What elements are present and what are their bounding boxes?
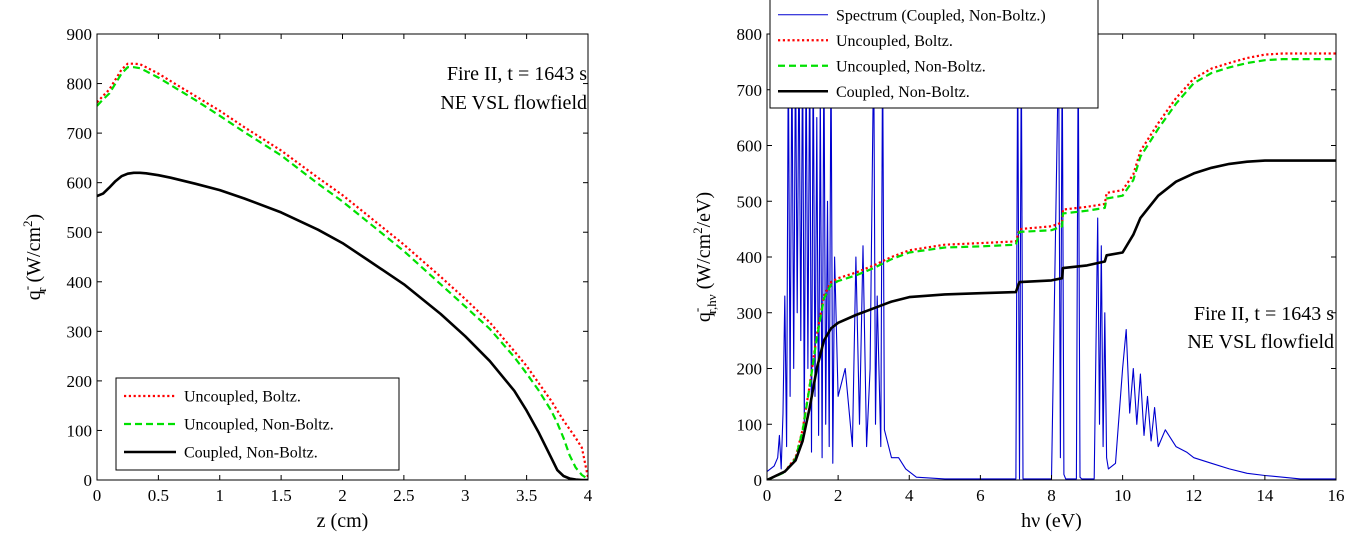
y-tick-label: 400 bbox=[737, 248, 763, 267]
y-tick-label: 500 bbox=[737, 192, 763, 211]
legend: Spectrum (Coupled, Non-Boltz.) Uncoupled,… bbox=[769, 0, 1099, 109]
series-line-coupled-non-boltz bbox=[97, 171, 588, 480]
y-tick-label: 100 bbox=[737, 415, 763, 434]
legend-label: Uncoupled, Non-Boltz. bbox=[184, 417, 334, 434]
series-line-uncoupled-boltz bbox=[767, 52, 1336, 480]
series-line-uncoupled-non-boltz bbox=[97, 66, 588, 480]
x-tick-label: 10 bbox=[1114, 486, 1131, 505]
y-tick-label: 600 bbox=[737, 137, 763, 156]
y-tick-label: 800 bbox=[67, 75, 93, 94]
y-tick-label: 100 bbox=[67, 421, 93, 440]
x-tick-label: 2 bbox=[834, 486, 843, 505]
right-chart: 0 2 4 6 8 10 12 14 16 0 100 200 300 400 500 600 700 800 hν… bbox=[689, 0, 1345, 532]
x-tick-label: 3.5 bbox=[516, 486, 537, 505]
legend-label: Coupled, Non-Boltz. bbox=[836, 84, 970, 101]
y-tick-label: 0 bbox=[84, 471, 93, 490]
series-line-spectrum-coupled-non-boltz bbox=[767, 44, 1336, 480]
legend-label: Uncoupled, Non-Boltz. bbox=[836, 58, 986, 75]
legend-label: Coupled, Non-Boltz. bbox=[184, 445, 318, 462]
legend-label: Uncoupled, Boltz. bbox=[184, 389, 301, 406]
annotation-line: NE VSL flowfield bbox=[1187, 331, 1334, 353]
annotation-line: NE VSL flowfield bbox=[440, 92, 587, 114]
y-axis-label: q-r,hν (W/cm2/eV) bbox=[689, 192, 719, 322]
x-tick-label: 8 bbox=[1047, 486, 1056, 505]
legend-label: Uncoupled, Boltz. bbox=[836, 33, 953, 50]
legend-label: Spectrum (Coupled, Non-Boltz.) bbox=[836, 7, 1046, 24]
y-tick-label: 700 bbox=[67, 124, 93, 143]
legend: Uncoupled, Boltz. Uncoupled, Non-Boltz. Co… bbox=[115, 377, 400, 471]
x-tick-label: 6 bbox=[976, 486, 985, 505]
left-chart: 0 0.5 1 1.5 2 2.5 3 3.5 4 0 100 200 300 400 500 600 700 8… bbox=[19, 25, 593, 532]
x-tick-label: 2.5 bbox=[393, 486, 414, 505]
y-axis-label: q-r (W/cm2) bbox=[19, 214, 49, 300]
x-tick-label: 1 bbox=[216, 486, 225, 505]
series-line-uncoupled-non-boltz bbox=[767, 57, 1336, 480]
x-tick-label: 16 bbox=[1328, 486, 1345, 505]
y-tick-label: 900 bbox=[67, 25, 93, 44]
annotation-line: Fire II, t = 1643 s bbox=[447, 63, 587, 85]
plot-area bbox=[97, 62, 588, 480]
x-tick-label: 0 bbox=[763, 486, 772, 505]
x-tick-label: 4 bbox=[905, 486, 914, 505]
x-tick-label: 4 bbox=[584, 486, 593, 505]
x-tick-label: 2 bbox=[338, 486, 347, 505]
x-axis-label: hν (eV) bbox=[1021, 510, 1082, 532]
series-line-uncoupled-boltz bbox=[97, 62, 588, 478]
y-tick-label: 400 bbox=[67, 273, 93, 292]
y-tick-label: 800 bbox=[737, 25, 763, 44]
y-tick-label: 0 bbox=[754, 471, 763, 490]
series-line-coupled-non-boltz bbox=[767, 159, 1336, 480]
x-tick-label: 12 bbox=[1185, 486, 1202, 505]
plot-area bbox=[767, 44, 1336, 480]
x-tick-label: 1.5 bbox=[271, 486, 292, 505]
x-tick-label: 3 bbox=[461, 486, 470, 505]
y-tick-label: 200 bbox=[67, 372, 93, 391]
x-tick-label: 0 bbox=[93, 486, 102, 505]
x-axis-label: z (cm) bbox=[317, 510, 369, 532]
y-tick-label: 200 bbox=[737, 360, 763, 379]
y-tick-label: 300 bbox=[67, 322, 93, 341]
y-tick-label: 600 bbox=[67, 174, 93, 193]
y-tick-label: 500 bbox=[67, 223, 93, 242]
x-tick-label: 14 bbox=[1256, 486, 1274, 505]
annotation-line: Fire II, t = 1643 s bbox=[1194, 303, 1334, 325]
y-tick-label: 300 bbox=[737, 304, 763, 323]
x-tick-label: 0.5 bbox=[148, 486, 169, 505]
y-tick-label: 700 bbox=[737, 81, 763, 100]
